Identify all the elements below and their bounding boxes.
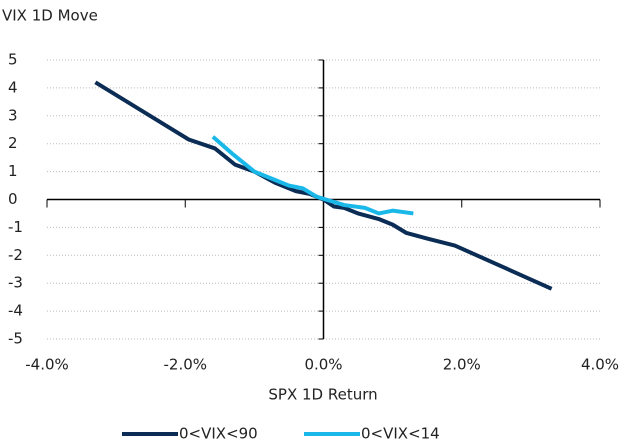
series-line bbox=[211, 135, 414, 216]
x-tick-label: 0.0% bbox=[304, 356, 342, 374]
x-axis-title: SPX 1D Return bbox=[268, 386, 377, 404]
x-tick-label: -4.0% bbox=[25, 356, 69, 374]
y-tick-label: 5 bbox=[8, 51, 18, 69]
legend-label: 0<VIX<90 bbox=[179, 425, 258, 443]
y-tick-label: 3 bbox=[8, 106, 18, 124]
y-tick-label: -4 bbox=[8, 302, 23, 320]
y-tick-label: -2 bbox=[8, 246, 23, 264]
y-tick-label: -5 bbox=[8, 330, 23, 348]
y-tick-label: 0 bbox=[8, 190, 18, 208]
legend-label: 0<VIX<14 bbox=[361, 425, 440, 443]
x-tick-label: -2.0% bbox=[163, 356, 207, 374]
x-tick-label: 2.0% bbox=[443, 356, 481, 374]
y-axis-title: VIX 1D Move bbox=[2, 7, 98, 25]
y-tick-label: -3 bbox=[8, 274, 23, 292]
y-tick-label: 1 bbox=[8, 162, 18, 180]
y-tick-label: 4 bbox=[8, 78, 18, 96]
y-tick-label: -1 bbox=[8, 218, 23, 236]
x-tick-label: 4.0% bbox=[581, 356, 619, 374]
series-line bbox=[94, 80, 553, 291]
y-tick-label: 2 bbox=[8, 134, 18, 152]
